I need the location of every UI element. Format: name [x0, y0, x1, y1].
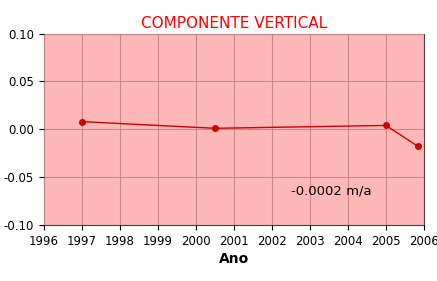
X-axis label: Ano: Ano [218, 252, 249, 266]
Text: -0.0002 m/a: -0.0002 m/a [291, 184, 371, 197]
Title: COMPONENTE VERTICAL: COMPONENTE VERTICAL [141, 16, 327, 31]
